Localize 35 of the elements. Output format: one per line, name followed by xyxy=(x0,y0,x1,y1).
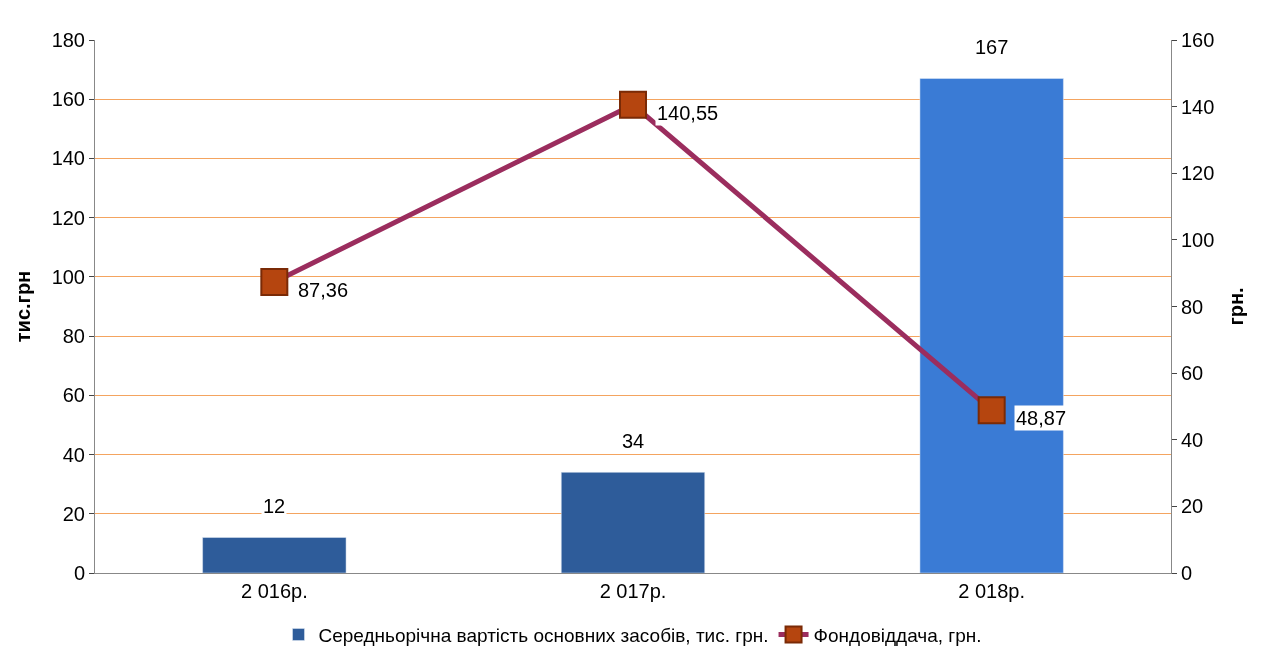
y-tick-label: 80 xyxy=(62,325,85,348)
x-tick-label: 2 018р. xyxy=(958,580,1026,602)
y-tick-label: 140 xyxy=(51,147,85,170)
y-tick-label: 0 xyxy=(73,562,85,584)
data-label: 34 xyxy=(622,430,645,452)
y2-tick-label: 20 xyxy=(1181,495,1204,518)
y-tick-label: 100 xyxy=(51,265,85,288)
legend-label: Фондовіддача, грн. xyxy=(813,624,982,646)
bar xyxy=(919,78,1064,573)
data-label: 12 xyxy=(263,495,286,517)
y-tick-label: 160 xyxy=(51,88,85,111)
x-tick-label: 2 017р. xyxy=(599,580,667,602)
y-tick-label: 60 xyxy=(62,384,85,407)
y2-tick-label: 140 xyxy=(1181,95,1215,118)
legend-label: Середньорічна вартість основних засобів, тис. грн. xyxy=(318,624,769,646)
data-label: 140,55 xyxy=(657,102,719,124)
y2-tick-label: 0 xyxy=(1181,562,1193,584)
data-label: 167 xyxy=(975,36,1009,58)
y2-tick-label: 100 xyxy=(1181,228,1215,251)
x-tick-label: 2 016р. xyxy=(240,580,308,602)
y2-axis-title: грн. xyxy=(1224,287,1247,326)
y2-tick-label: 40 xyxy=(1181,428,1204,451)
y2-tick-label: 60 xyxy=(1181,362,1204,385)
data-label: 87,36 xyxy=(298,279,349,301)
y2-tick-label: 120 xyxy=(1181,162,1215,185)
y-axis-title: тис.грн xyxy=(12,270,35,343)
y2-tick-label: 80 xyxy=(1181,295,1204,318)
y2-tick-label: 160 xyxy=(1181,29,1215,51)
data-label: 48,87 xyxy=(1016,407,1067,429)
bar xyxy=(561,472,705,573)
y-tick-label: 40 xyxy=(62,443,85,466)
y-tick-label: 180 xyxy=(51,29,85,51)
y-tick-label: 20 xyxy=(62,502,85,525)
bar xyxy=(202,537,347,573)
y-tick-label: 120 xyxy=(51,206,85,229)
